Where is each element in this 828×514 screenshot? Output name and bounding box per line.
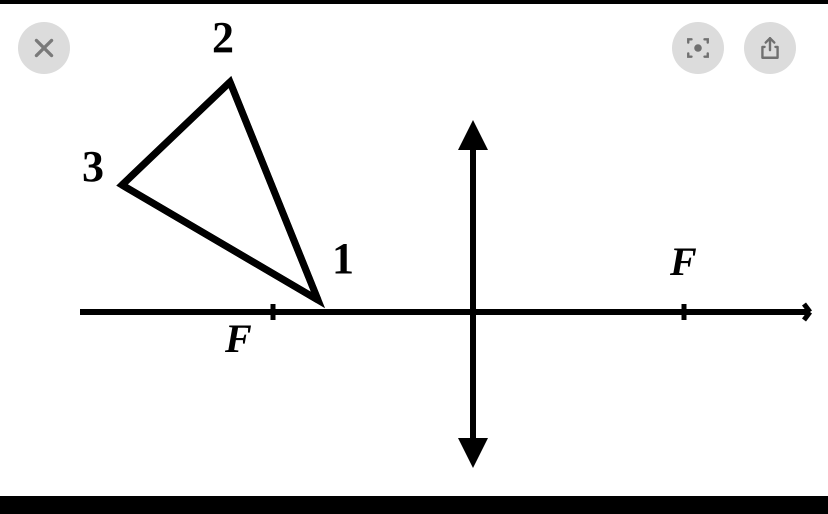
vertex-label-3: 3: [82, 141, 104, 192]
focal-label-left: F: [225, 315, 252, 362]
triangle-edge-12: [230, 82, 318, 300]
object-triangle: [122, 82, 318, 300]
optics-diagram: [0, 0, 828, 514]
lens-search-button[interactable]: [672, 22, 724, 74]
lens-arrow-bottom: [458, 438, 488, 468]
bottom-bar: [0, 496, 828, 514]
vertex-label-2: 2: [212, 12, 234, 63]
focal-label-right: F: [670, 238, 697, 285]
share-icon: [757, 35, 783, 61]
close-icon: [31, 35, 57, 61]
lens-arrow-top: [458, 120, 488, 150]
lens-icon: [685, 35, 711, 61]
triangle-edge-31: [122, 185, 318, 300]
share-button[interactable]: [744, 22, 796, 74]
triangle-edge-23: [122, 82, 230, 185]
close-button[interactable]: [18, 22, 70, 74]
vertex-label-1: 1: [332, 233, 354, 284]
